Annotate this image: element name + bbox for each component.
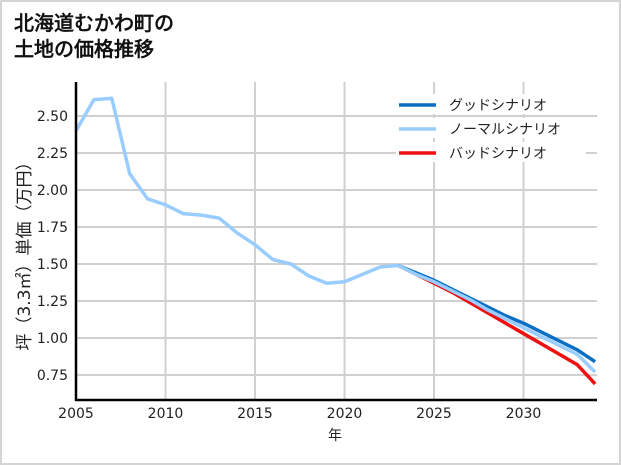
legend-label: グッドシナリオ [449,98,547,114]
y-tick-label: 2.25 [37,146,68,162]
legend-bg [396,94,586,114]
y-tick-label: 2.00 [37,183,68,199]
x-tick-label: 2010 [148,406,184,422]
x-tick-label: 2015 [237,406,273,422]
y-tick-label: 2.50 [37,109,68,125]
data-lines [76,96,597,386]
x-tick-label: 2030 [506,406,542,422]
y-tick-label: 1.00 [37,331,68,347]
chart-title-line2: 土地の価格推移 [14,37,154,61]
x-axis-label: 年 [328,428,342,444]
y-tick-label: 1.50 [37,257,68,273]
legend-label: バッドシナリオ [449,146,547,162]
y-tick-label: 1.75 [37,220,68,236]
tick-labels: 0.75 1.00 1.25 1.50 1.75 2.00 2.25 2.50 2005 2010… [37,109,541,422]
legend-bg [396,118,586,138]
historical-price-line [76,96,399,285]
normal-scenario-line [397,263,597,374]
y-tick-label: 1.25 [37,294,68,310]
bad-scenario-line [397,263,597,386]
x-tick-label: 2025 [416,406,452,422]
chart-title-line1: 北海道むかわ町の [14,11,174,35]
axes [74,82,597,402]
y-tick-label: 0.75 [37,368,68,384]
chart-title: 北海道むかわ町の 土地の価格推移 [14,10,174,62]
x-tick-label: 2005 [58,406,94,422]
x-tick-label: 2020 [327,406,363,422]
legend-bg [396,142,586,162]
legend-label: ノーマルシナリオ [449,122,561,138]
gridlines [76,82,597,400]
